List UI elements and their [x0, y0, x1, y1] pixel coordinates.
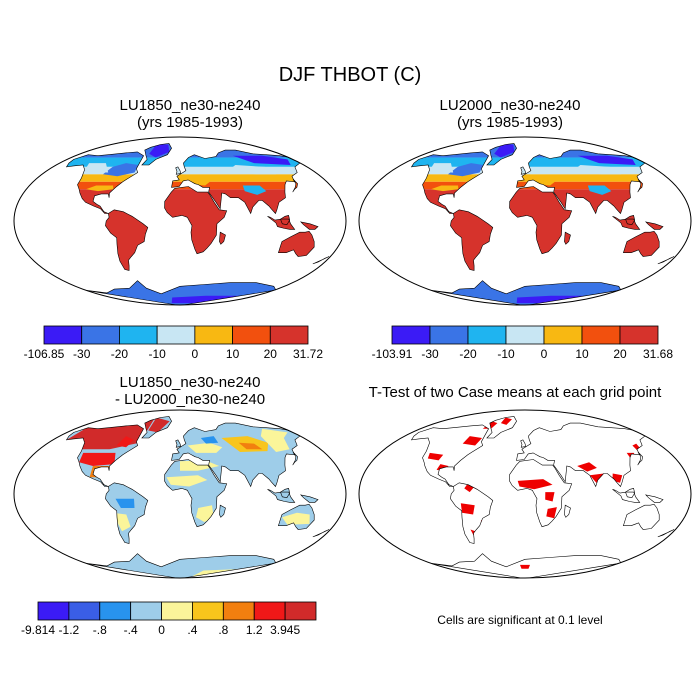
colorbar-tick-label: -9.814	[21, 623, 55, 637]
panel-title-ttest: T-Test of two Case means at each grid po…	[368, 384, 662, 401]
colorbar-swatch	[37, 601, 70, 621]
panel-title-line1: LU1850_ne30-ne240	[119, 97, 261, 114]
panel-title-difference: LU1850_ne30-ne240 - LU2000_ne30-ne240	[40, 374, 340, 408]
colorbar-tick-label: -.4	[124, 623, 138, 637]
coastline	[410, 416, 675, 578]
colorbar-tick-label: 1.2	[246, 623, 263, 637]
colorbar-tick-label: 31.68	[643, 347, 673, 361]
coastline	[65, 416, 330, 578]
figure-title: DJF THBOT (C)	[278, 64, 422, 86]
colorbar-swatch	[130, 601, 162, 621]
map-border	[13, 409, 347, 579]
colorbar-swatch	[43, 325, 83, 345]
map-border	[358, 136, 692, 306]
colorbar-swatch	[269, 325, 309, 345]
colorbar-swatch	[81, 325, 120, 345]
panel-title-line2: - LU2000_ne30-ne240	[114, 391, 266, 408]
colorbar-tick-label: -20	[111, 347, 129, 361]
panel-title-line2: (yrs 1985-1993)	[137, 114, 243, 131]
colorbar-difference: -9.814 -1.2 -.8 -.4 0 .4 .8 1.2 3.945	[21, 601, 317, 638]
colorbar-swatch	[619, 325, 659, 345]
panel-title-lu1850: LU1850_ne30-ne240 (yrs 1985-1993)	[40, 97, 340, 131]
colorbar-swatch	[391, 325, 431, 345]
panel-title-lu2000: LU2000_ne30-ne240 (yrs 1985-1993)	[360, 97, 660, 131]
colorbar-swatch	[284, 601, 317, 621]
colorbar-tick-label: -1.2	[59, 623, 80, 637]
colorbar-swatch	[467, 325, 507, 345]
colorbar-tick-label: .8	[218, 623, 228, 637]
colorbar-swatch	[192, 601, 224, 621]
colorbar-tick-label: -30	[73, 347, 91, 361]
colorbar-swatch	[194, 325, 233, 345]
map-ttest-significance	[358, 409, 692, 579]
colorbar-swatch	[161, 601, 193, 621]
colorbar-swatch	[232, 325, 271, 345]
colorbar-tick-label: -20	[459, 347, 477, 361]
colorbar-swatch	[222, 601, 255, 621]
colorbar-swatch	[253, 601, 286, 621]
colorbar-swatch	[68, 601, 101, 621]
colorbar-tick-label: -103.91	[372, 347, 413, 361]
colorbar-swatch	[99, 601, 132, 621]
colorbar-tick-label: 20	[613, 347, 627, 361]
map-lu1850	[13, 136, 347, 306]
colorbar-swatch	[119, 325, 158, 345]
colorbar-tick-label: -30	[421, 347, 439, 361]
colorbar-swatch	[581, 325, 621, 345]
colorbar-swatch	[505, 325, 545, 345]
map-lu2000	[358, 136, 692, 306]
colorbar-tick-label: .4	[187, 623, 197, 637]
map-ocean	[359, 410, 691, 578]
colorbar-tick-label: 10	[226, 347, 240, 361]
panel-title-line1: LU2000_ne30-ne240	[439, 97, 581, 114]
colorbar-tick-label: -10	[497, 347, 515, 361]
colorbar-swatch	[543, 325, 583, 345]
coastline	[65, 143, 330, 305]
colorbar-tick-label: -.8	[93, 623, 107, 637]
map-border	[13, 136, 347, 306]
colorbar-tick-label: -10	[148, 347, 166, 361]
significance-note: Cells are significant at 0.1 level	[437, 613, 603, 627]
colorbar-tick-label: 0	[192, 347, 199, 361]
colorbar-swatch	[156, 325, 196, 345]
colorbar-tick-label: -106.85	[24, 347, 65, 361]
coastline	[410, 143, 675, 305]
colorbar-swatch	[429, 325, 469, 345]
map-border	[358, 409, 692, 579]
colorbar-tick-label: 10	[575, 347, 589, 361]
colorbar-tick-label: 0	[158, 623, 165, 637]
colorbar-lu2000: -103.91 -30 -20 -10 0 10 20 31.68	[372, 325, 673, 362]
colorbar-lu1850: -106.85 -30 -20 -10 0 10 20 31.72	[24, 325, 323, 362]
panel-title-line2: (yrs 1985-1993)	[457, 114, 563, 131]
colorbar-tick-label: 31.72	[293, 347, 323, 361]
map-difference	[13, 409, 347, 579]
colorbar-tick-label: 3.945	[270, 623, 300, 637]
colorbar-tick-label: 20	[264, 347, 278, 361]
colorbar-tick-label: 0	[541, 347, 548, 361]
panel-title-line1: LU1850_ne30-ne240	[119, 374, 261, 391]
